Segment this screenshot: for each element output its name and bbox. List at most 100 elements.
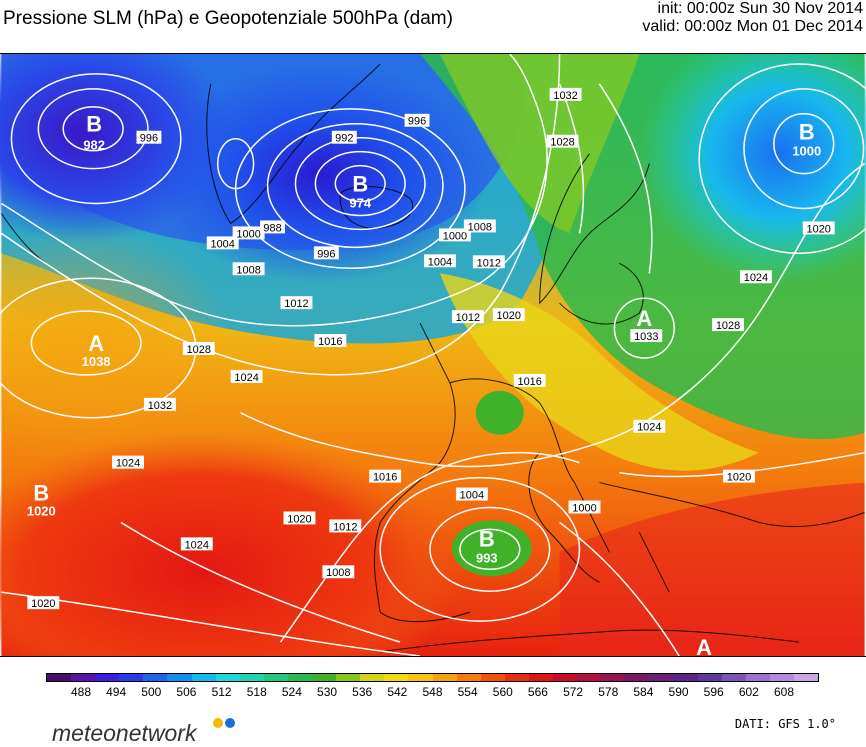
color-tick-label: 542 [387,685,408,699]
isobar-label: 1020 [31,598,55,610]
isobar-label: 996 [140,133,158,145]
isobar-label: 1016 [318,336,342,348]
isobar-label-box [232,262,265,276]
isobar-label: 1024 [116,458,140,470]
isobar-label: 1016 [517,376,541,388]
isobar-label: 1008 [468,221,492,233]
center-letter: B [33,481,49,506]
color-swatch [360,674,385,681]
isobar-label: 988 [263,222,281,234]
isobar-label-box [568,500,601,514]
color-swatch [287,674,313,681]
color-swatch [119,674,144,681]
isobar-label-box [472,255,505,269]
isobar-label-box [802,221,835,235]
center-letter: A [636,306,652,331]
color-swatch [408,674,433,681]
color-tick-label: 494 [106,685,127,699]
isobar-label-box [313,246,339,260]
isobar-label: 992 [335,133,353,145]
color-swatch [721,674,746,681]
weather-map: B 982 B 974 B 1000 A 1038 A 1033 B 1020 … [0,53,866,657]
isobar-label: 1028 [187,344,211,356]
center-value: 974 [349,195,371,210]
color-tick-label: 602 [738,685,759,699]
center-letter: B [799,120,815,145]
isobar-label: 1028 [550,137,574,149]
isobar-label: 1000 [443,230,467,242]
isobar-label: 1004 [428,256,452,268]
color-swatch [601,674,626,681]
color-swatch [71,674,96,681]
isobar-label: 996 [408,116,426,128]
isobar-label-box [712,318,744,332]
isobar-label-box [314,334,347,348]
meteonetwork-logo: meteonetwork [52,718,235,747]
isobar-label: 1024 [637,422,661,434]
color-swatch [697,674,722,681]
isobar-label-box [492,308,525,322]
isobar-label-box [739,270,772,284]
color-tick-label: 608 [773,685,795,699]
isobar-label-box [280,296,313,310]
color-tick-label: 518 [246,685,267,699]
isobar-label-box [723,469,755,483]
chart-title: Pressione SLM (hPa) e Geopotenziale 500h… [3,8,453,29]
isobar-label-box [232,226,265,240]
center-letter: B [352,172,368,197]
color-tick-label: 530 [317,685,338,699]
color-swatch [95,674,120,681]
isobar-label-box [549,87,582,101]
color-swatch [336,674,361,681]
isobar-label-box [513,373,546,387]
isobar-label: 1032 [148,400,172,412]
isobar-label: 1020 [497,310,521,322]
center-value: 1000 [792,144,821,159]
color-tick-label: 566 [527,685,548,699]
isobar-label: 1024 [185,539,209,551]
center-value: 1020 [27,503,56,518]
isobar-label-box [182,342,215,355]
isobar-label: 1020 [287,513,311,525]
isobar-label: 1016 [373,472,397,484]
color-swatch [47,674,72,681]
isobar-label-box [230,369,263,383]
color-swatch [384,674,409,681]
color-tick-label: 578 [598,685,619,699]
color-swatch [456,674,481,681]
isobar-label: 1012 [333,521,357,533]
isobar-label: 1000 [572,502,596,514]
isobar-label-box [260,220,285,234]
isobar-label: 1012 [456,312,480,324]
isobar-label-box [136,130,162,144]
center-value: 982 [83,138,105,153]
center-value: 993 [476,550,498,565]
color-tick-label: 506 [176,685,197,699]
color-tick-label: 548 [422,685,443,699]
valid-time: valid: 00:00z Mon 01 Dec 2014 [642,18,863,35]
color-scale-ticks: 488 494 500 506 512 518 524 530 536 542 548 554 560 5… [46,685,819,701]
isobar-label: 996 [317,248,335,260]
color-swatch [552,674,578,681]
color-swatch [312,674,337,681]
isobar-label: 1020 [807,223,831,235]
center-letter: A [88,331,104,356]
color-swatch [504,674,529,681]
color-swatch [167,674,192,681]
color-tick-label: 488 [70,685,92,699]
isobar-label: 1020 [727,472,751,484]
isobar-label: 1012 [284,298,308,310]
isobar-label-box [331,130,357,144]
center-letter: B [479,526,495,551]
isobar-label: 1000 [236,228,260,240]
logo-dots-icon [213,718,235,728]
isobar-label-box [546,134,579,148]
color-swatch [239,674,264,681]
color-tick-label: 584 [633,685,654,699]
isobar-label: 1012 [477,257,501,269]
color-swatch [215,674,240,681]
color-scale-bar [46,673,819,682]
color-swatch [745,674,770,681]
data-source: DATI: GFS 1.0° [734,717,836,731]
isobar-label: 1028 [716,320,740,332]
